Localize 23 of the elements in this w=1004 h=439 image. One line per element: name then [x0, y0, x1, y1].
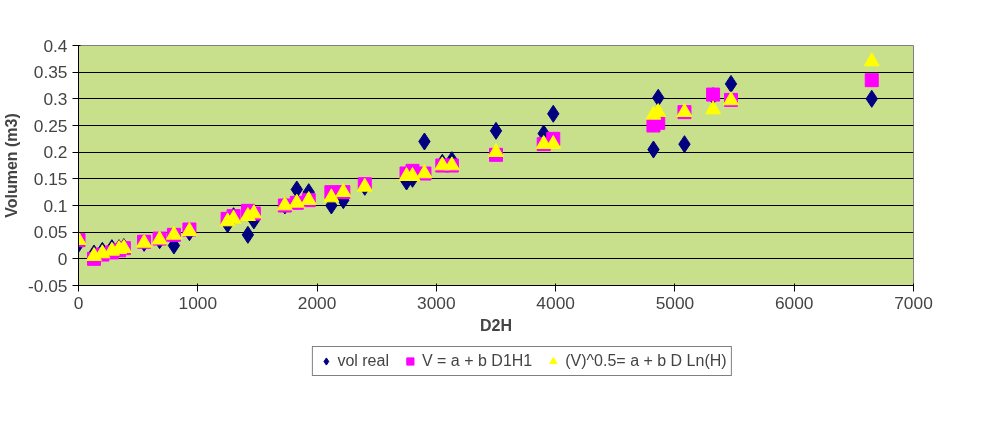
y-tick-label: 0 — [57, 248, 68, 269]
x-tick-label: 4000 — [536, 292, 575, 313]
legend-label: (V)^0.5= a + b D Ln(H) — [565, 352, 727, 370]
x-tick-label: 2000 — [297, 292, 337, 313]
x-axis-title: D2H — [480, 316, 513, 334]
y-tick-label: -0.05 — [28, 275, 68, 296]
x-tick-label: 1000 — [178, 292, 218, 313]
x-tick-label: 3000 — [417, 292, 456, 313]
y-tick-label: 0.15 — [33, 168, 68, 189]
x-tick-label: 0 — [73, 292, 84, 313]
legend-label: V = a + b D1H1 — [421, 352, 533, 370]
y-tick-label: 0.1 — [43, 195, 68, 216]
y-axis-title: Volumen (m3) — [3, 113, 20, 218]
y-tick-label: 0.05 — [33, 222, 68, 243]
y-tick-label: 0.35 — [33, 62, 68, 83]
y-tick-label: 0.4 — [43, 35, 68, 56]
y-tick-label: 0.25 — [33, 115, 68, 136]
y-tick-label: 0.3 — [43, 88, 68, 109]
y-tick-label: 0.2 — [43, 142, 68, 163]
x-tick-label: 5000 — [655, 292, 695, 313]
x-tick-label: 7000 — [894, 292, 933, 313]
x-tick-label: 6000 — [774, 292, 814, 313]
legend-label: vol real — [337, 352, 389, 370]
